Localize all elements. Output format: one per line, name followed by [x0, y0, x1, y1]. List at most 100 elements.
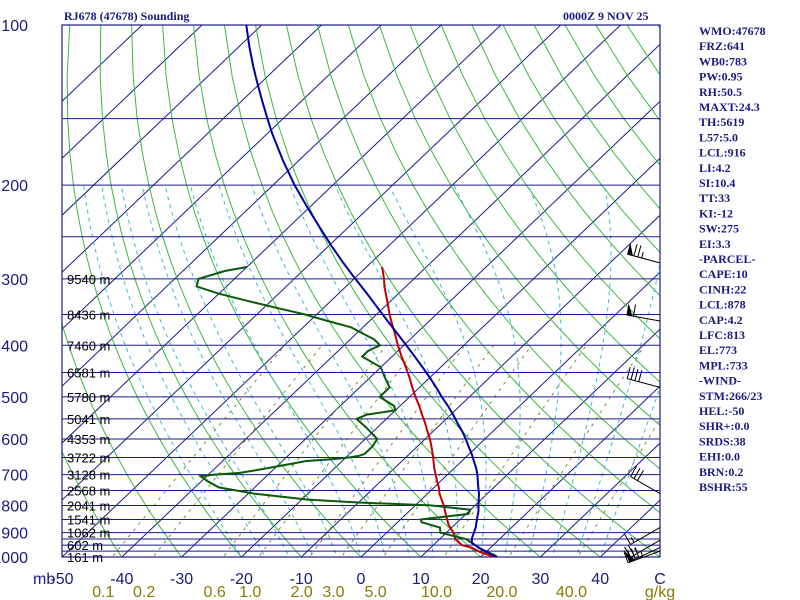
wind-barb-half-feather: [630, 537, 635, 543]
mixing-ratio-label: 0.6: [204, 584, 226, 600]
height-label: 7460 m: [67, 338, 110, 353]
wind-barb-pennant: [626, 303, 633, 317]
wind-barb-feather: [638, 370, 643, 382]
moist-adiabat-line: [575, 260, 660, 557]
isotherm-line: [240, 157, 660, 557]
sounding-index: CINH:22: [699, 282, 746, 296]
pressure-label: 400: [1, 338, 28, 355]
moist-adiabat-line: [251, 184, 410, 557]
temperature-tick-label: 10: [412, 571, 430, 588]
wind-barb: [624, 547, 661, 563]
temperature-tick-label: -50: [50, 571, 73, 588]
dry-adiabat-line: [62, 450, 123, 557]
moist-adiabat-line: [120, 185, 290, 557]
wind-barb: [624, 527, 661, 545]
wind-barb: [624, 539, 661, 558]
mixing-ratio-line: [111, 344, 286, 557]
sounding-index: CAP:4.2: [699, 313, 743, 327]
wind-barb-feather: [633, 467, 641, 479]
isotherm-line: [62, 25, 263, 216]
dry-adiabat-line: [595, 25, 660, 122]
sounding-index: LI:4.2: [699, 161, 731, 175]
sounding-index: EL:773: [699, 343, 737, 357]
dry-adiabat-line: [131, 25, 362, 557]
wind-barb-feather: [626, 366, 631, 379]
sounding-index: CAPE:10: [699, 267, 748, 281]
grid-lines: [62, 25, 800, 568]
dry-adiabat-line: [99, 25, 302, 557]
mixing-ratio-label: 40.0: [556, 584, 587, 600]
wind-barb-feather: [627, 544, 635, 556]
dry-adiabat-line: [440, 25, 660, 340]
moist-adiabat-line: [334, 184, 458, 557]
wind-barb-feather: [624, 533, 631, 545]
pressure-label: 300: [1, 272, 28, 289]
sounding-index: KI:-12: [699, 206, 733, 220]
moist-adiabat-line: [141, 184, 314, 557]
wind-barb-feather: [623, 551, 629, 563]
moist-adiabat-line: [453, 184, 521, 557]
height-label: 2041 m: [67, 498, 110, 513]
mixing-ratio-line: [222, 344, 387, 557]
wind-barb-feather: [637, 245, 642, 258]
moist-adiabat-line: [164, 184, 338, 557]
mixing-ratio-line: [340, 345, 495, 557]
temperature-tick-label: -40: [110, 571, 133, 588]
moist-adiabat-line: [289, 184, 434, 557]
mixing-ratio-label: 0.1: [92, 584, 114, 600]
moist-adiabat-line: [527, 184, 562, 557]
sounding-index: WMO:47678: [699, 24, 766, 38]
sounding-index: WB0:783: [699, 54, 747, 68]
height-label: 2568 m: [67, 484, 110, 499]
mixing-ratio-label: g/kg: [645, 584, 675, 600]
dry-adiabat-line: [66, 25, 243, 557]
height-label: 9540 m: [67, 272, 110, 287]
wind-barb: [627, 242, 661, 264]
temperature-tick-label: -30: [170, 571, 193, 588]
height-label: 5041 m: [67, 412, 110, 427]
height-label: 6581 m: [67, 366, 110, 381]
wind-barb-half-feather: [641, 252, 644, 259]
sounding-index: RH:50.5: [699, 85, 742, 99]
temperature-tick-label: 0: [357, 571, 366, 588]
height-label: 3722 m: [67, 450, 110, 465]
wind-barb-half-feather: [634, 547, 638, 554]
isotherm-line: [62, 25, 502, 444]
mixing-ratio-label: 2.0: [290, 584, 312, 600]
isotherm-line: [62, 25, 383, 330]
pressure-label: 100: [1, 18, 28, 35]
wind-barb-shaft: [627, 253, 661, 264]
sounding-index: PW:0.95: [699, 70, 743, 84]
moist-adiabat-line: [218, 184, 386, 557]
isotherm-line: [180, 100, 660, 557]
isotherm-line: [62, 25, 562, 501]
dry-adiabat-line: [782, 25, 800, 568]
temperature-tick-label: -10: [290, 571, 313, 588]
pressure-unit-label: mb: [33, 571, 55, 588]
sounding-index: LFC:813: [699, 328, 745, 342]
mixing-ratio-label: 10.0: [421, 584, 452, 600]
height-label: 8436 m: [67, 307, 110, 322]
sounding-index: TT:33: [699, 191, 730, 205]
sounding-index: SW:275: [699, 222, 739, 236]
dry-adiabat-line: [409, 25, 660, 383]
sounding-index: MAXT:24.3: [699, 100, 760, 114]
wind-barb-feather: [632, 304, 636, 317]
wind-barb-feather: [624, 546, 631, 558]
temperature-profile-line: [381, 266, 498, 557]
sounding-index: EHI:0.0: [699, 450, 740, 464]
height-label: 1062 m: [67, 526, 110, 541]
isotherm-line: [360, 271, 660, 557]
wind-barb-half-feather: [640, 551, 644, 558]
wind-barb-shaft: [627, 378, 661, 388]
mixing-ratio-label: 5.0: [364, 584, 386, 600]
sounding-index: EI:3.3: [699, 237, 731, 251]
isotherm-line: [62, 25, 622, 557]
sounding-index: BSHR:55: [699, 480, 748, 494]
sounding-index: LCL:916: [699, 146, 746, 160]
isotherm-line: [479, 385, 660, 557]
mixing-ratio-line: [257, 344, 419, 557]
